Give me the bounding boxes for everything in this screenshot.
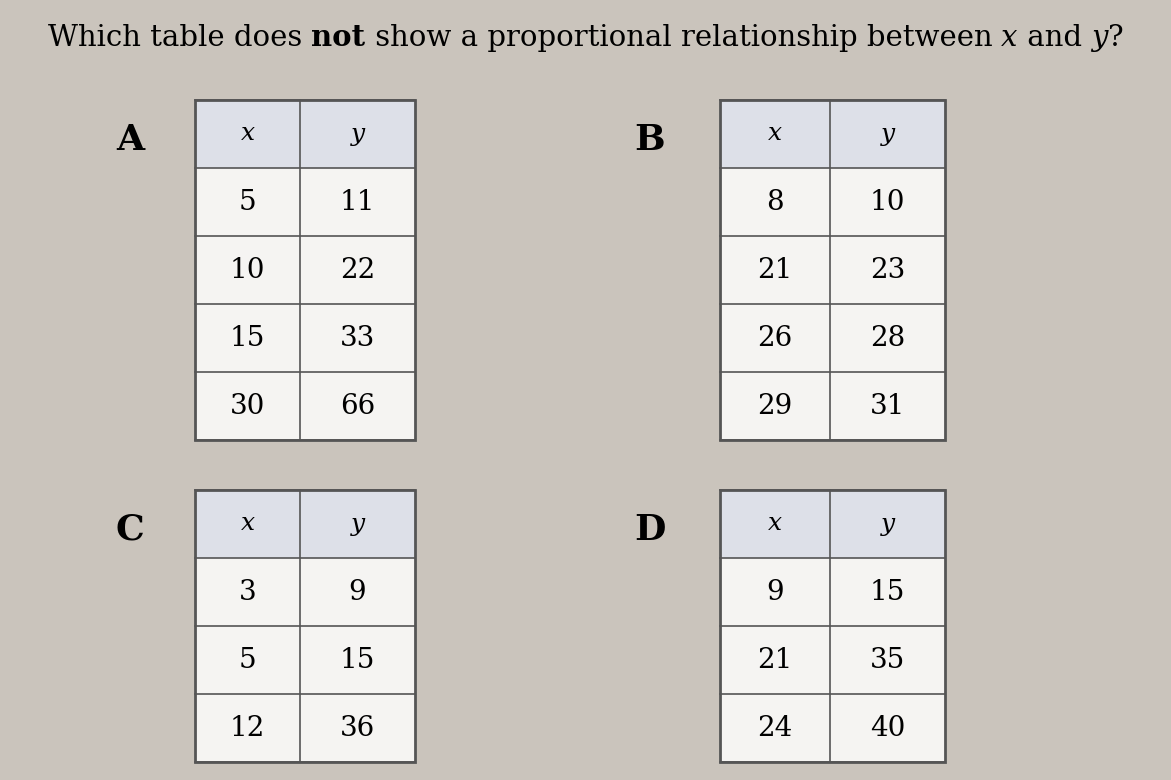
Text: 9: 9	[766, 579, 783, 605]
Text: 28: 28	[870, 324, 905, 352]
Text: 31: 31	[870, 392, 905, 420]
Text: 10: 10	[230, 257, 266, 283]
Text: 22: 22	[340, 257, 375, 283]
Text: 21: 21	[758, 257, 793, 283]
Text: 30: 30	[230, 392, 265, 420]
Text: D: D	[635, 513, 665, 547]
Bar	[196, 558, 415, 762]
Text: Which table does: Which table does	[48, 24, 311, 52]
Text: 11: 11	[340, 189, 375, 215]
Text: x: x	[240, 122, 254, 146]
Bar	[720, 100, 945, 440]
Text: 26: 26	[758, 324, 793, 352]
Text: 15: 15	[870, 579, 905, 605]
Text: y: y	[350, 122, 364, 146]
Bar	[196, 100, 415, 440]
Text: C: C	[116, 513, 144, 547]
Text: 24: 24	[758, 714, 793, 742]
Text: 33: 33	[340, 324, 375, 352]
Text: 66: 66	[340, 392, 375, 420]
Text: 8: 8	[766, 189, 783, 215]
Text: 9: 9	[349, 579, 367, 605]
Text: A: A	[116, 123, 144, 157]
Bar	[720, 558, 945, 762]
Text: show a proportional relationship between: show a proportional relationship between	[365, 24, 1001, 52]
Text: 12: 12	[230, 714, 265, 742]
Bar	[720, 100, 945, 168]
Text: 35: 35	[870, 647, 905, 673]
Text: 23: 23	[870, 257, 905, 283]
Text: 36: 36	[340, 714, 375, 742]
Bar	[196, 100, 415, 168]
Text: x: x	[240, 512, 254, 536]
Text: 15: 15	[340, 647, 375, 673]
Text: y: y	[1091, 24, 1108, 52]
Text: B: B	[635, 123, 665, 157]
Text: 3: 3	[239, 579, 256, 605]
Text: ?: ?	[1108, 24, 1123, 52]
Text: y: y	[881, 512, 895, 536]
Bar	[720, 490, 945, 762]
Text: and: and	[1018, 24, 1091, 52]
Text: y: y	[350, 512, 364, 536]
Bar	[196, 490, 415, 558]
Text: 21: 21	[758, 647, 793, 673]
Text: not: not	[311, 23, 365, 52]
Bar	[196, 490, 415, 762]
Text: 5: 5	[239, 647, 256, 673]
Text: 5: 5	[239, 189, 256, 215]
Text: 29: 29	[758, 392, 793, 420]
Bar	[720, 490, 945, 558]
Text: x: x	[768, 512, 782, 536]
Text: 40: 40	[870, 714, 905, 742]
Bar	[720, 168, 945, 440]
Text: 10: 10	[870, 189, 905, 215]
Text: y: y	[881, 122, 895, 146]
Text: x: x	[1001, 24, 1018, 52]
Text: x: x	[768, 122, 782, 146]
Bar	[196, 168, 415, 440]
Text: 15: 15	[230, 324, 265, 352]
